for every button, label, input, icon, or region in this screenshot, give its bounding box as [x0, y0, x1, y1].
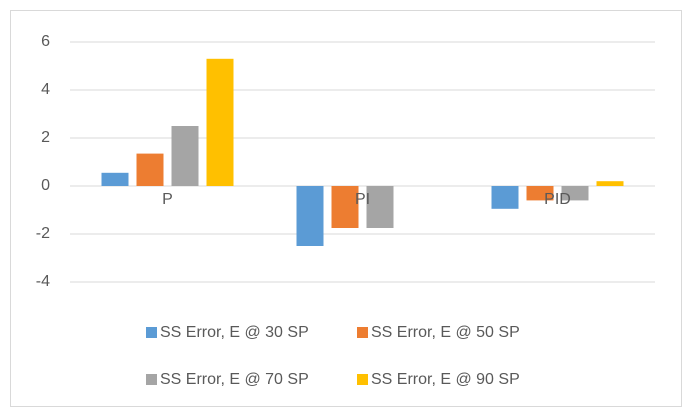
y-tick-label: 6 [41, 33, 50, 50]
bar [596, 181, 624, 186]
bar [491, 186, 519, 209]
legend-swatch [357, 327, 368, 338]
legend-swatch [146, 374, 157, 385]
bar [561, 186, 589, 201]
bar [101, 172, 129, 186]
x-tick-label: P [162, 191, 173, 208]
bar [366, 186, 394, 228]
y-tick-label: -4 [36, 273, 50, 290]
y-tick-label: 2 [41, 129, 50, 146]
x-tick-label: PID [544, 191, 571, 208]
bar [206, 58, 234, 186]
bar [136, 153, 164, 186]
bar [331, 186, 359, 228]
y-tick-label: -2 [36, 225, 50, 242]
bar [171, 126, 199, 186]
y-tick-label: 4 [41, 81, 50, 98]
x-tick-label: PI [355, 191, 370, 208]
bar [526, 186, 554, 201]
bar [296, 186, 324, 246]
legend-label: SS Error, E @ 70 SP [160, 371, 309, 388]
legend-label: SS Error, E @ 30 SP [160, 324, 309, 341]
legend-label: SS Error, E @ 50 SP [371, 324, 520, 341]
legend-swatch [357, 374, 368, 385]
legend-swatch [146, 327, 157, 338]
y-tick-label: 0 [41, 177, 50, 194]
legend-label: SS Error, E @ 90 SP [371, 371, 520, 388]
